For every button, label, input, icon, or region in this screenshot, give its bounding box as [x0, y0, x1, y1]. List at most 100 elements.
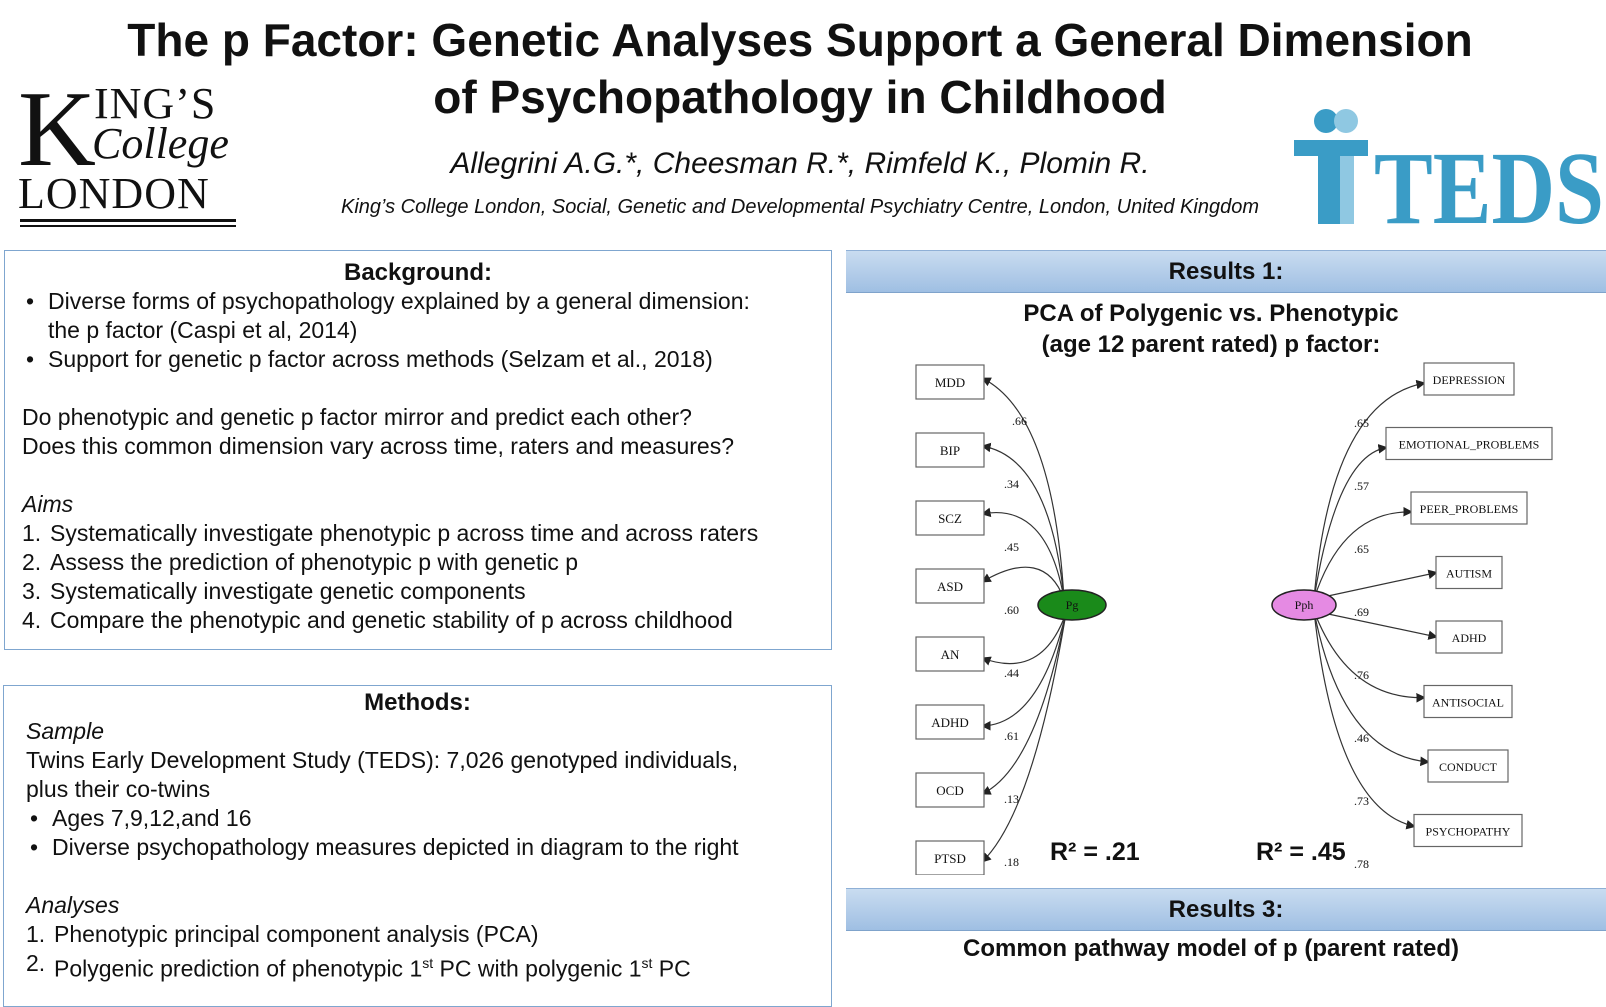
- loading-arrow: [981, 377, 1065, 600]
- indicator-label: EMOTIONAL_PROBLEMS: [1399, 438, 1540, 452]
- loading-label: .65: [1354, 416, 1369, 430]
- latent-factor-label: Pg: [1066, 598, 1079, 612]
- loading-label: .66: [1012, 414, 1027, 428]
- latent-factor-label: Pph: [1295, 598, 1314, 612]
- loading-arrow: [1313, 444, 1388, 600]
- loading-label: .18: [1004, 855, 1019, 869]
- results3-subtitle: Common pathway model of p (parent rated): [962, 935, 1460, 962]
- logo-line-3: LONDON: [18, 169, 210, 218]
- loading-label: .65: [1354, 542, 1369, 556]
- title-line-1: The p Factor: Genetic Analyses Support a…: [127, 14, 1473, 66]
- logo-initial: K: [18, 70, 96, 189]
- loading-label: .34: [1004, 477, 1019, 491]
- authors: Allegrini A.G.*, Cheesman R.*, Rimfeld K…: [450, 147, 1150, 180]
- loading-arrow: [1313, 610, 1416, 830]
- r-squared-right: R² = .45: [1256, 838, 1346, 866]
- indicator-label: PTSD: [934, 851, 966, 866]
- teds-stem-icon: [1340, 156, 1354, 224]
- teds-dot-icon: [1314, 109, 1338, 133]
- loading-label: .60: [1004, 603, 1019, 617]
- loading-arrow: [981, 442, 1065, 600]
- results3-band: Results 3:: [846, 888, 1606, 931]
- kings-college-logo: K ING’S College LONDON: [14, 70, 239, 228]
- background-content: Diverse forms of psychopathology explain…: [5, 287, 831, 635]
- results1-subtitle: PCA of Polygenic vs. Phenotypic (age 12 …: [1023, 300, 1399, 358]
- indicator-box: [915, 636, 985, 672]
- loading-arrow: [1313, 506, 1413, 600]
- loading-label: .76: [1354, 668, 1369, 682]
- loading-label: .57: [1354, 479, 1369, 493]
- loading-label: .61: [1004, 729, 1019, 743]
- indicator-label: PSYCHOPATHY: [1426, 825, 1511, 839]
- loading-arrow: [1313, 610, 1430, 767]
- analysis-item: 1. Phenotypic principal component analysi…: [26, 921, 539, 947]
- teds-stem-icon: [1318, 140, 1340, 224]
- indicator-box: [1423, 684, 1513, 719]
- background-panel: Background: Diverse forms of psychopatho…: [4, 250, 832, 650]
- loading-label: .44: [1004, 666, 1019, 680]
- indicator-label: SCZ: [938, 511, 962, 526]
- methods-bullet: Diverse psychopathology measures depicte…: [26, 833, 815, 862]
- indicator-label: BIP: [940, 443, 960, 458]
- background-bullet-continued: the p factor (Caspi et al, 2014): [48, 317, 358, 343]
- background-bullet: Support for genetic p factor across meth…: [22, 345, 815, 374]
- indicator-label: ADHD: [1452, 631, 1487, 645]
- analysis-item: 2. Polygenic prediction of phenotypic 1st…: [26, 950, 691, 982]
- indicator-box: [1435, 620, 1503, 654]
- loading-label: .46: [1354, 731, 1369, 745]
- aim-item: 3. Systematically investigate genetic com…: [22, 578, 526, 604]
- indicator-label: ADHD: [931, 715, 969, 730]
- indicator-box: [915, 432, 985, 468]
- teds-logo: TEDS: [1294, 109, 1604, 228]
- loading-arrow: [981, 612, 1067, 666]
- loading-arrow: [981, 612, 1067, 731]
- indicator-label: DEPRESSION: [1433, 373, 1506, 387]
- logo-rule: [20, 225, 236, 227]
- logo-rule: [20, 219, 236, 222]
- indicator-label: ASD: [937, 579, 963, 594]
- research-question: Do phenotypic and genetic p factor mirro…: [22, 404, 692, 430]
- indicator-box: [915, 704, 985, 740]
- indicator-box: [1423, 362, 1515, 396]
- indicator-label: AN: [941, 647, 960, 662]
- methods-content: Sample Twins Early Development Study (TE…: [4, 717, 831, 984]
- results1-band: Results 1:: [846, 250, 1606, 293]
- indicator-box: [915, 500, 985, 536]
- loading-label: .13: [1004, 792, 1019, 806]
- indicator-box: [915, 840, 985, 875]
- indicator-box: [1435, 555, 1503, 590]
- research-question: Does this common dimension vary across t…: [22, 433, 735, 459]
- loading-arrow: [1313, 569, 1438, 600]
- indicator-label: OCD: [936, 783, 963, 798]
- logo-line-2: College: [92, 119, 229, 168]
- loading-arrow: [981, 507, 1065, 600]
- polygenic-factor-group: MDD .66 BIP .34 SCZ .45 ASD .60 AN .44 ADHD .61 OCD.…: [915, 364, 1107, 875]
- indicator-box: [1385, 426, 1553, 461]
- loading-label: .73: [1354, 794, 1369, 808]
- teds-logo-text: TEDS: [1374, 131, 1604, 228]
- indicator-label: CONDUCT: [1439, 760, 1498, 774]
- indicator-box: [1427, 749, 1509, 783]
- indicator-box: [1410, 491, 1528, 525]
- teds-dot-icon: [1334, 109, 1358, 133]
- phenotypic-factor-group: DEPRESSION .65 EMOTIONAL_PROBLEMS .57 PEER_P…: [1271, 362, 1553, 871]
- loading-arrow: [1313, 379, 1426, 600]
- loading-arrow: [981, 566, 1065, 600]
- path-diagram: MDD .66 BIP .34 SCZ .45 ASD .60 AN .44 ADHD .61 OCD.…: [915, 362, 1553, 875]
- background-title: Background:: [343, 259, 492, 286]
- loading-arrow: [981, 612, 1067, 795]
- title-line-2: of Psychopathology in Childhood: [433, 71, 1167, 123]
- methods-panel: Methods: Sample Twins Early Development …: [3, 685, 832, 1007]
- aim-item: 4. Compare the phenotypic and genetic sta…: [22, 607, 733, 633]
- indicator-label: MDD: [935, 375, 965, 390]
- sample-text: plus their co-twins: [26, 776, 211, 802]
- indicator-box: [915, 364, 985, 400]
- latent-factor-node: [1037, 589, 1107, 621]
- loading-arrow: [1313, 610, 1438, 640]
- analyses-heading: Analyses: [26, 892, 120, 918]
- indicator-label: ANTISOCIAL: [1432, 696, 1504, 710]
- affiliation: King’s College London, Social, Genetic a…: [341, 196, 1259, 218]
- indicator-label: PEER_PROBLEMS: [1420, 502, 1519, 516]
- aim-item: 2. Assess the prediction of phenotypic p …: [22, 549, 579, 575]
- latent-factor-node: [1271, 589, 1337, 621]
